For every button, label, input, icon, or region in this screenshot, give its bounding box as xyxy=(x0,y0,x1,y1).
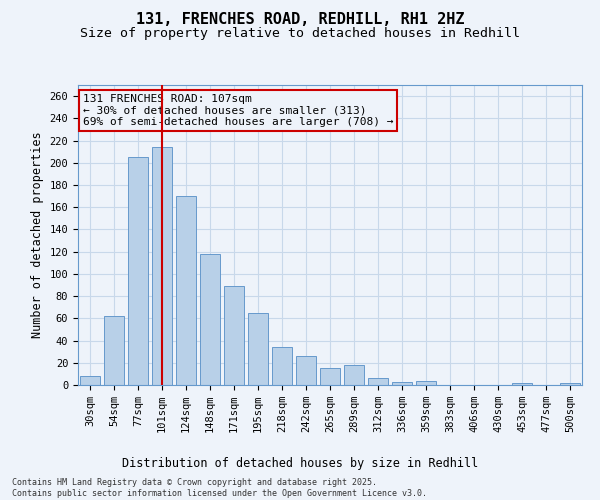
Bar xyxy=(248,313,268,385)
Bar xyxy=(272,347,292,385)
Bar xyxy=(512,383,532,385)
Bar xyxy=(392,382,412,385)
Bar xyxy=(224,286,244,385)
Bar xyxy=(152,147,172,385)
Bar xyxy=(320,368,340,385)
Text: Distribution of detached houses by size in Redhill: Distribution of detached houses by size … xyxy=(122,458,478,470)
Bar xyxy=(560,383,580,385)
Y-axis label: Number of detached properties: Number of detached properties xyxy=(31,132,44,338)
Text: Size of property relative to detached houses in Redhill: Size of property relative to detached ho… xyxy=(80,28,520,40)
Bar xyxy=(296,356,316,385)
Text: 131 FRENCHES ROAD: 107sqm
← 30% of detached houses are smaller (313)
69% of semi: 131 FRENCHES ROAD: 107sqm ← 30% of detac… xyxy=(83,94,394,127)
Bar xyxy=(368,378,388,385)
Bar xyxy=(344,365,364,385)
Text: Contains HM Land Registry data © Crown copyright and database right 2025.
Contai: Contains HM Land Registry data © Crown c… xyxy=(12,478,427,498)
Bar xyxy=(80,376,100,385)
Bar xyxy=(200,254,220,385)
Text: 131, FRENCHES ROAD, REDHILL, RH1 2HZ: 131, FRENCHES ROAD, REDHILL, RH1 2HZ xyxy=(136,12,464,28)
Bar xyxy=(416,380,436,385)
Bar xyxy=(104,316,124,385)
Bar xyxy=(128,157,148,385)
Bar xyxy=(176,196,196,385)
